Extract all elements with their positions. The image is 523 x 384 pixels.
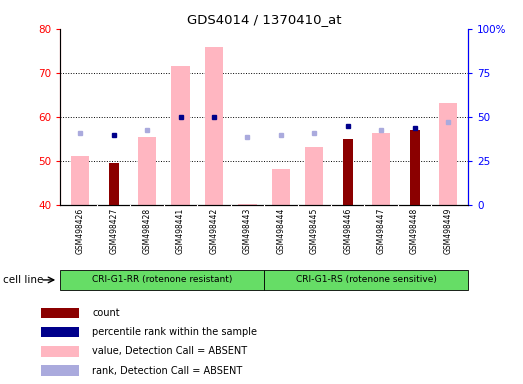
Bar — [41, 346, 79, 356]
Text: GSM498445: GSM498445 — [310, 207, 319, 254]
Text: value, Detection Call = ABSENT: value, Detection Call = ABSENT — [92, 346, 247, 356]
Bar — [41, 366, 79, 376]
Bar — [138, 137, 156, 205]
Bar — [305, 147, 323, 205]
Bar — [372, 132, 390, 205]
Text: GSM498427: GSM498427 — [109, 207, 118, 254]
Bar — [343, 139, 353, 205]
Text: GSM498444: GSM498444 — [276, 207, 286, 254]
Bar — [439, 103, 457, 205]
Text: GSM498442: GSM498442 — [209, 207, 219, 254]
Text: rank, Detection Call = ABSENT: rank, Detection Call = ABSENT — [92, 366, 242, 376]
Text: GSM498448: GSM498448 — [410, 207, 419, 254]
Text: cell line: cell line — [3, 275, 43, 285]
Text: GSM498426: GSM498426 — [76, 207, 85, 254]
Text: GSM498441: GSM498441 — [176, 207, 185, 254]
Text: CRI-G1-RS (rotenone sensitive): CRI-G1-RS (rotenone sensitive) — [295, 275, 437, 285]
Bar — [109, 164, 119, 205]
Text: count: count — [92, 308, 120, 318]
Bar — [71, 156, 89, 205]
Text: GSM498428: GSM498428 — [143, 207, 152, 253]
Bar — [60, 270, 264, 290]
Bar — [410, 131, 419, 205]
Bar — [238, 204, 257, 205]
Bar — [264, 270, 468, 290]
Text: GSM498443: GSM498443 — [243, 207, 252, 254]
Text: GDS4014 / 1370410_at: GDS4014 / 1370410_at — [187, 13, 342, 26]
Text: GSM498449: GSM498449 — [444, 207, 452, 254]
Bar — [205, 47, 223, 205]
Bar — [271, 169, 290, 205]
Text: GSM498447: GSM498447 — [377, 207, 385, 254]
Text: GSM498446: GSM498446 — [343, 207, 352, 254]
Bar — [41, 327, 79, 337]
Bar — [41, 308, 79, 318]
Text: percentile rank within the sample: percentile rank within the sample — [92, 327, 257, 337]
Bar — [172, 66, 190, 205]
Text: CRI-G1-RR (rotenone resistant): CRI-G1-RR (rotenone resistant) — [92, 275, 232, 285]
